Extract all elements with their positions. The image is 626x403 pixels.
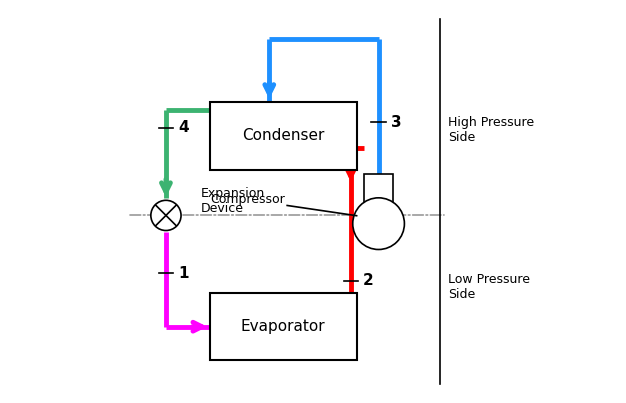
Bar [364,174,394,210]
Text: 4: 4 [178,120,188,135]
Text: Expansion
Device: Expansion Device [201,187,265,216]
Text: High Pressure
Side: High Pressure Side [448,116,534,144]
Circle shape [151,200,181,231]
Text: Condenser: Condenser [242,129,324,143]
Text: 3: 3 [391,114,401,129]
Text: Compressor: Compressor [210,193,285,206]
Text: 2: 2 [362,274,374,289]
Circle shape [352,198,404,249]
Text: Low Pressure
Side: Low Pressure Side [448,273,530,301]
Text: Evaporator: Evaporator [241,319,326,334]
Text: 1: 1 [178,266,188,280]
Bar [210,293,357,360]
Bar [210,102,357,170]
